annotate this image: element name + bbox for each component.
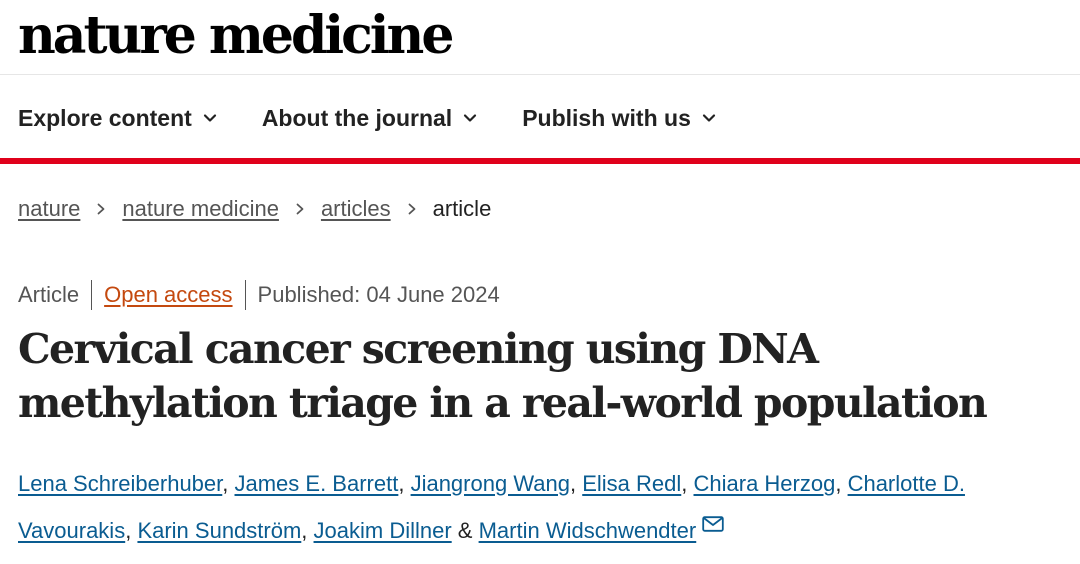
chevron-down-icon <box>464 114 477 122</box>
author-separator: , <box>681 471 694 496</box>
nav-publish-with-us[interactable]: Publish with us <box>522 105 717 132</box>
author-link[interactable]: Jiangrong Wang <box>410 471 570 496</box>
mail-icon[interactable] <box>702 516 724 532</box>
author-link[interactable]: Chiara Herzog <box>693 471 836 496</box>
author-link[interactable]: Karin Sundström <box>137 518 302 543</box>
chevron-right-icon <box>408 203 416 215</box>
chevron-down-icon <box>203 114 216 122</box>
author-link[interactable]: Lena Schreiberhuber <box>18 471 223 496</box>
author-separator: , <box>569 471 583 496</box>
author-link[interactable]: Elisa Redl <box>582 471 682 496</box>
author-separator: , <box>301 518 314 543</box>
author-separator: , <box>398 471 411 496</box>
author-list: Lena Schreiberhuber, James E. Barrett, J… <box>18 460 1078 554</box>
breadcrumb: nature nature medicine articles article <box>18 196 491 222</box>
chevron-right-icon <box>97 203 105 215</box>
nav-item-label: Publish with us <box>522 104 691 131</box>
chevron-down-icon <box>702 114 715 122</box>
nav-item-label: About the journal <box>261 104 453 131</box>
author-link[interactable]: Charlotte D. Vavourakis <box>18 471 965 543</box>
author-separator: , <box>835 471 848 496</box>
meta-divider <box>91 280 93 310</box>
author-separator: , <box>125 518 138 543</box>
author-separator: & <box>451 518 479 543</box>
article-type: Article <box>18 282 80 307</box>
article-title: Cervical cancer screening using DNA meth… <box>18 325 988 427</box>
breadcrumb-current: article <box>432 196 492 221</box>
chevron-right-icon <box>296 203 304 215</box>
breadcrumb-nature[interactable]: nature <box>18 196 81 221</box>
meta-divider <box>244 280 246 310</box>
open-access-link[interactable]: Open access <box>104 282 233 307</box>
nav-about-the-journal[interactable]: About the journal <box>262 105 478 132</box>
site-logo[interactable]: nature medicine <box>18 5 454 66</box>
breadcrumb-nature-medicine[interactable]: nature medicine <box>122 196 279 221</box>
accent-bar <box>0 158 1080 164</box>
author-link[interactable]: James E. Barrett <box>234 471 399 496</box>
author-separator: , <box>222 471 235 496</box>
header-divider <box>0 74 1080 75</box>
published-date: Published: 04 June 2024 <box>257 282 500 307</box>
main-nav: Explore content About the journal Publis… <box>18 100 761 136</box>
breadcrumb-articles[interactable]: articles <box>320 196 391 221</box>
nav-explore-content[interactable]: Explore content <box>18 105 218 132</box>
article-meta: Article Open access Published: 04 June 2… <box>18 280 500 310</box>
nav-item-label: Explore content <box>18 104 192 131</box>
author-link[interactable]: Martin Widschwendter <box>478 518 697 543</box>
author-link[interactable]: Joakim Dillner <box>313 518 452 543</box>
